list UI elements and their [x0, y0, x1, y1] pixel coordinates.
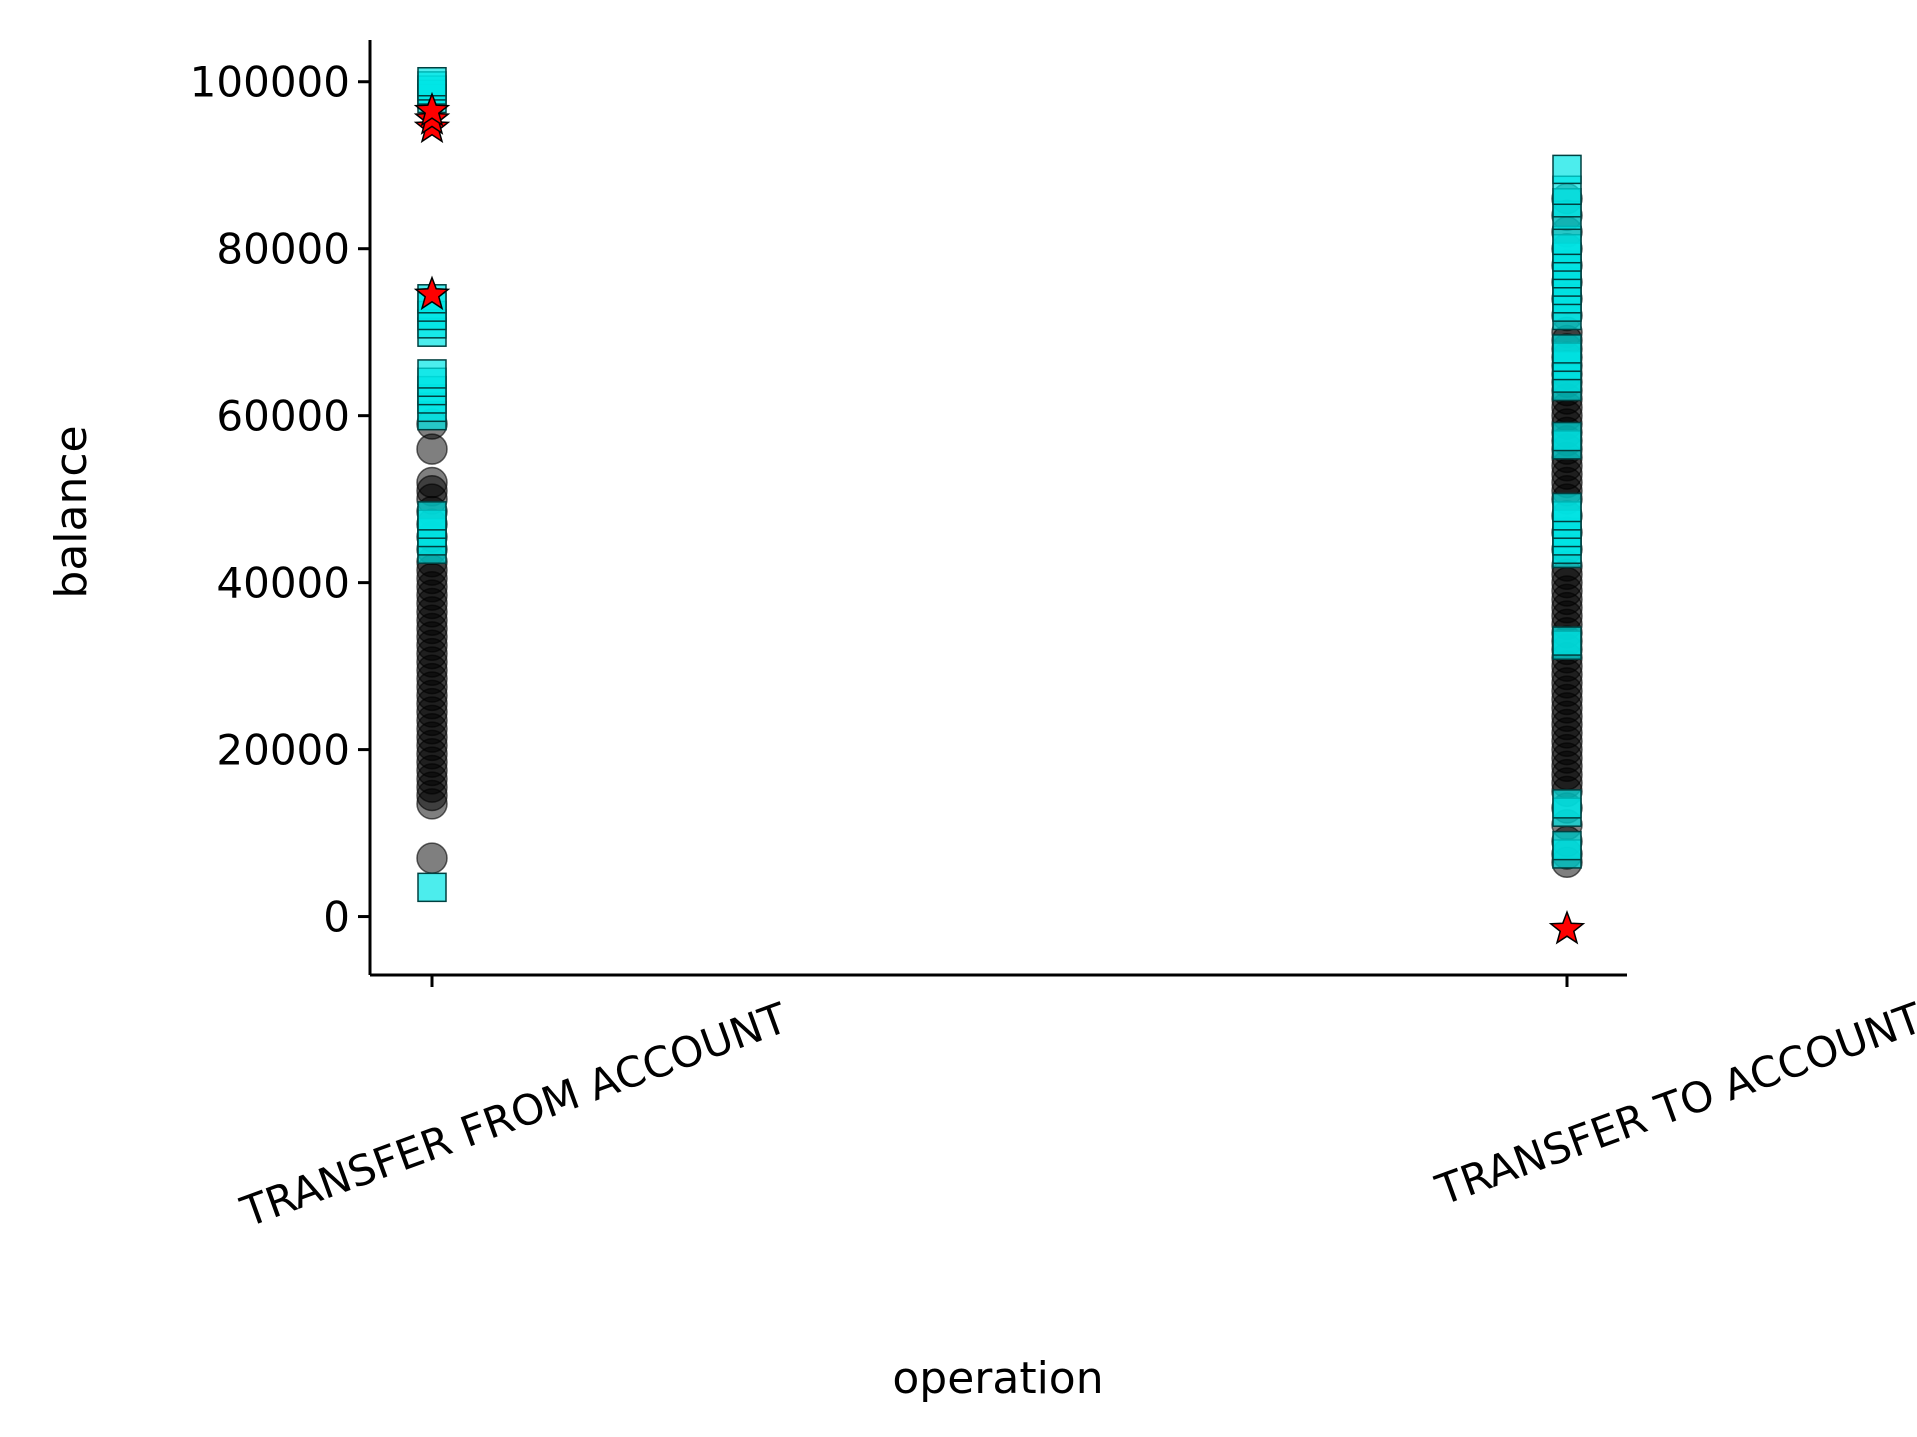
data-point-square [417, 359, 447, 389]
data-point-square [417, 501, 447, 531]
data-point-star [413, 91, 451, 127]
y-ticks: 0 20000 40000 60000 80000 100000 [190, 58, 370, 942]
x-tick-label: TRANSFER TO ACCOUNT [1429, 993, 1917, 1215]
y-tick-label: 0 [323, 893, 350, 942]
data-marks [413, 66, 1586, 945]
data-point-circle [416, 466, 448, 499]
y-tick-label: 20000 [216, 726, 350, 775]
x-ticks: TRANSFER FROM ACCOUNT TRANSFER TO ACCOUNT [234, 975, 1917, 1237]
data-point-square [417, 872, 447, 903]
data-point-circle [416, 842, 448, 874]
data-point-star [1548, 909, 1586, 945]
y-tick-label: 40000 [216, 559, 350, 608]
data-point-square [1552, 334, 1582, 364]
data-point-square [1552, 154, 1582, 185]
x-tick-label: TRANSFER FROM ACCOUNT [234, 993, 794, 1237]
y-axis-label: balance [46, 425, 97, 598]
data-point-square [1552, 492, 1582, 523]
data-point-square [1552, 421, 1582, 452]
y-tick-label: 80000 [216, 225, 350, 274]
data-point-star [413, 275, 451, 311]
data-point-square [1552, 789, 1582, 819]
x-axis-label: operation [892, 1353, 1103, 1404]
data-point-square [1552, 830, 1582, 861]
y-tick-label: 100000 [190, 58, 350, 107]
data-point-square [417, 66, 447, 97]
y-tick-label: 60000 [216, 392, 350, 441]
data-point-square [1552, 225, 1582, 256]
data-point-square [1552, 626, 1582, 656]
